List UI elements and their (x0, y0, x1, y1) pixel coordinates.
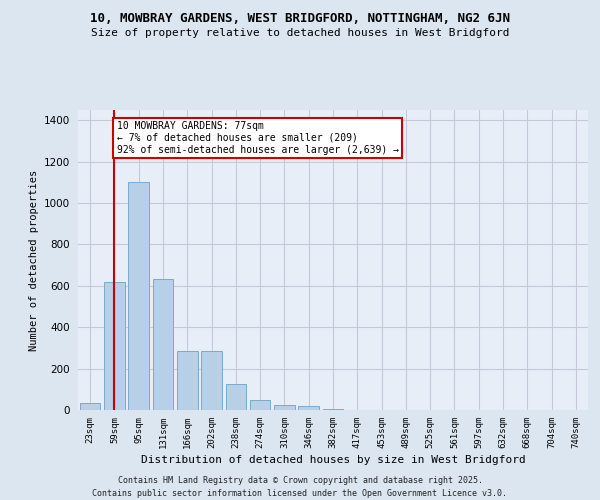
Bar (250, 400, 271, 410)
Bar (226, 384, 246, 410)
Text: 10, MOWBRAY GARDENS, WEST BRIDGFORD, NOTTINGHAM, NG2 6JN: 10, MOWBRAY GARDENS, WEST BRIDGFORD, NOT… (90, 12, 510, 26)
Bar (80, 403, 100, 410)
X-axis label: Distribution of detached houses by size in West Bridgford: Distribution of detached houses by size … (140, 456, 526, 466)
Text: Contains HM Land Registry data © Crown copyright and database right 2025.
Contai: Contains HM Land Registry data © Crown c… (92, 476, 508, 498)
Bar (323, 409, 343, 410)
Bar (152, 278, 173, 410)
Bar (104, 282, 125, 410)
Bar (177, 351, 197, 410)
Bar (201, 351, 222, 410)
Bar (128, 182, 149, 410)
Bar (298, 406, 319, 410)
Bar (274, 405, 295, 410)
Text: Size of property relative to detached houses in West Bridgford: Size of property relative to detached ho… (91, 28, 509, 38)
Text: 10 MOWBRAY GARDENS: 77sqm
← 7% of detached houses are smaller (209)
92% of semi-: 10 MOWBRAY GARDENS: 77sqm ← 7% of detach… (117, 122, 399, 154)
Y-axis label: Number of detached properties: Number of detached properties (29, 170, 38, 350)
